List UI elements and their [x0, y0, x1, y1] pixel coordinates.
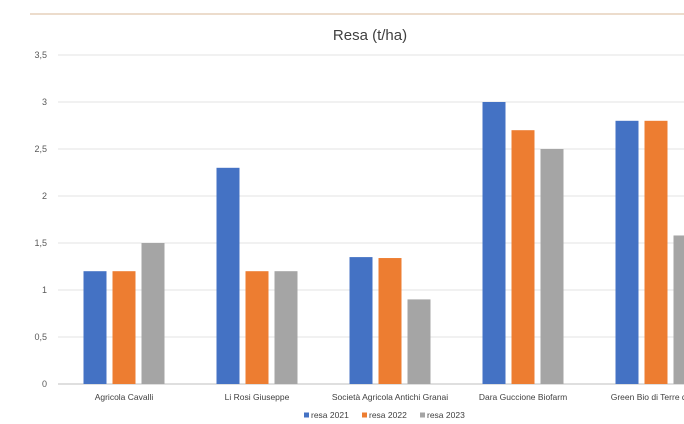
bar: [112, 271, 136, 384]
bar: [274, 271, 298, 384]
bar: [407, 299, 431, 384]
bar: [615, 120, 639, 385]
y-tick-label: 2,5: [34, 144, 47, 154]
chart-title: Resa (t/ha): [333, 27, 407, 44]
y-tick-label: 1: [42, 285, 47, 295]
x-category-label: Dara Guccione Biofarm: [479, 392, 567, 402]
bar: [83, 271, 107, 384]
y-tick-label: 2: [42, 191, 47, 201]
y-tick-label: 1,5: [34, 238, 47, 248]
bar: [511, 130, 535, 384]
x-category-label: Società Agricola Antichi Granai: [332, 392, 448, 402]
bar: [349, 257, 373, 384]
y-tick-label: 3: [42, 97, 47, 107]
legend-swatch: [362, 412, 367, 418]
y-tick-label: 0: [42, 379, 47, 389]
legend-label: resa 2022: [369, 410, 407, 420]
bar: [216, 167, 240, 384]
x-category-label: Li Rosi Giuseppe: [225, 392, 290, 402]
x-category-label: Agricola Cavalli: [95, 392, 154, 402]
bar: [245, 271, 269, 384]
y-tick-label: 3,5: [34, 50, 47, 60]
legend: resa 2021 resa 2022 resa 2023: [304, 410, 465, 420]
x-category-label: Green Bio di Terre di Sa: [611, 392, 684, 402]
y-axis-tick-labels: 0 0,5 1 1,5 2 2,5 3 3,5: [34, 50, 47, 389]
legend-swatch: [304, 412, 309, 418]
x-axis-category-labels: Agricola Cavalli Li Rosi Giuseppe Società …: [95, 392, 684, 402]
bar: [673, 235, 684, 384]
legend-swatch: [420, 412, 425, 418]
y-tick-label: 0,5: [34, 332, 47, 342]
legend-label: resa 2023: [427, 410, 465, 420]
bars: [83, 102, 684, 385]
bar: [378, 258, 402, 384]
bar: [482, 102, 506, 384]
legend-label: resa 2021: [311, 410, 349, 420]
bar: [644, 120, 668, 385]
bar: [540, 149, 564, 384]
bar: [141, 243, 165, 384]
